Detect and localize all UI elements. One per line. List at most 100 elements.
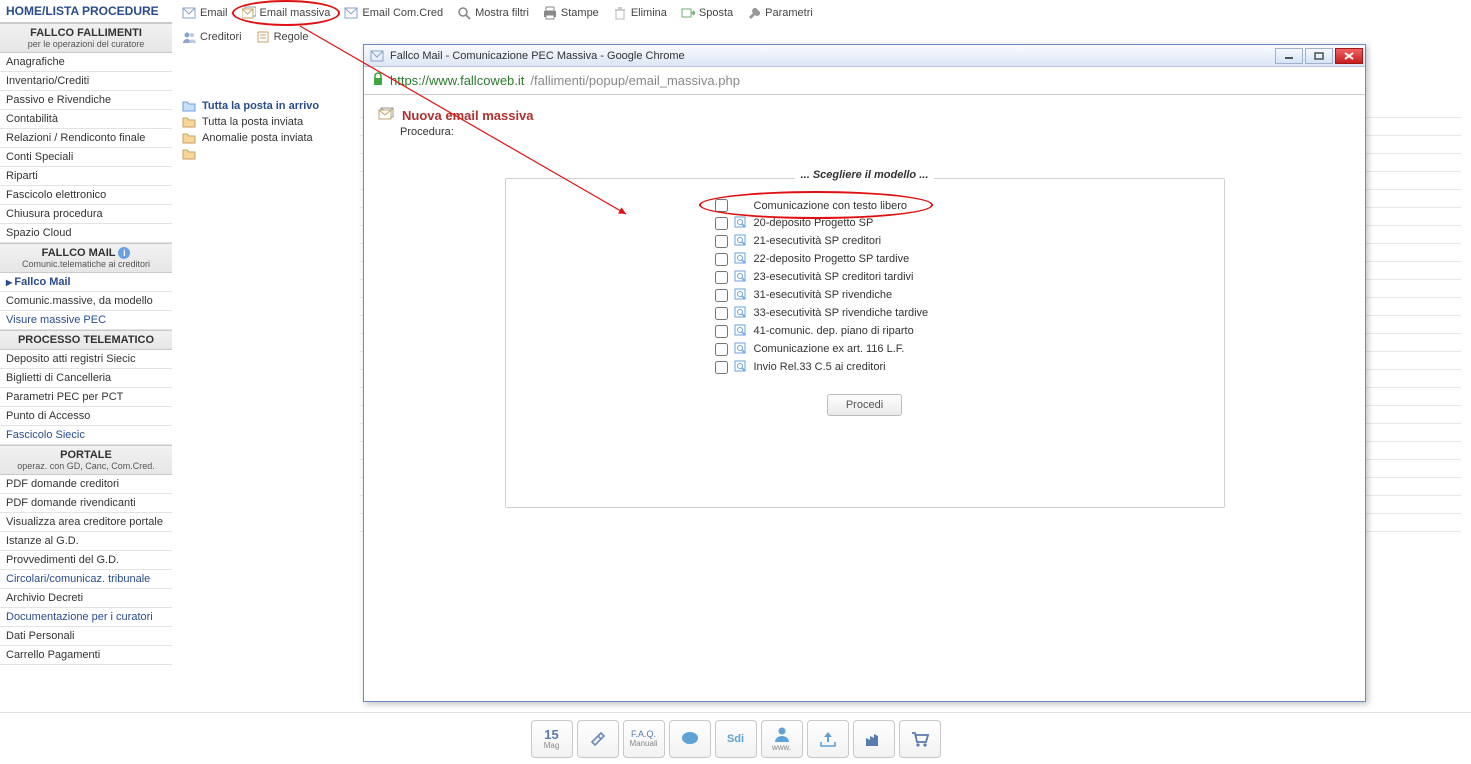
- model-checkbox[interactable]: [715, 343, 728, 356]
- toolbar-label: Email: [200, 7, 228, 19]
- toolbar-elimina[interactable]: Elimina: [613, 6, 667, 20]
- calendar-day: 15: [544, 728, 558, 741]
- model-checkbox[interactable]: [715, 361, 728, 374]
- sidebar-item[interactable]: Fallco Mail: [0, 273, 172, 292]
- toolbar-email[interactable]: Email: [182, 6, 228, 20]
- sidebar-item[interactable]: Comunic.massive, da modello: [0, 292, 172, 311]
- close-button[interactable]: [1335, 48, 1363, 64]
- left-sidebar: HOME/LISTA PROCEDURE FALLCO FALLIMENTIpe…: [0, 0, 172, 700]
- folder-item[interactable]: Tutta la posta inviata: [178, 114, 354, 130]
- toolbar-email-massiva[interactable]: Email massiva: [242, 6, 331, 20]
- search-icon: [457, 6, 471, 20]
- model-checkbox[interactable]: [715, 271, 728, 284]
- sidebar-item[interactable]: Parametri PEC per PCT: [0, 388, 172, 407]
- sidebar-item[interactable]: Fascicolo elettronico: [0, 186, 172, 205]
- cart-button[interactable]: [899, 720, 941, 758]
- preview-icon[interactable]: [734, 216, 748, 230]
- home-link[interactable]: HOME/LISTA PROCEDURE: [0, 0, 172, 23]
- sidebar-item[interactable]: Circolari/comunicaz. tribunale: [0, 570, 172, 589]
- preview-icon[interactable]: [734, 270, 748, 284]
- sidebar-item[interactable]: Provvedimenti del G.D.: [0, 551, 172, 570]
- model-item[interactable]: 20-deposito Progetto SP: [715, 214, 1015, 232]
- sidebar-item[interactable]: Riparti: [0, 167, 172, 186]
- model-item[interactable]: 21-esecutività SP creditori: [715, 232, 1015, 250]
- sidebar-item[interactable]: Punto di Accesso: [0, 407, 172, 426]
- model-checkbox[interactable]: [715, 307, 728, 320]
- sidebar-item[interactable]: Contabilità: [0, 110, 172, 129]
- sidebar-item[interactable]: Anagrafiche: [0, 53, 172, 72]
- sidebar-item[interactable]: Passivo e Rivendiche: [0, 91, 172, 110]
- preview-icon[interactable]: [734, 324, 748, 338]
- sidebar-item[interactable]: Conti Speciali: [0, 148, 172, 167]
- folder-label: Anomalie posta inviata: [202, 132, 313, 144]
- folder-item[interactable]: Anomalie posta inviata: [178, 130, 354, 146]
- mail-icon: [344, 6, 358, 20]
- folder-item[interactable]: [178, 146, 354, 162]
- sidebar-item[interactable]: Visure massive PEC: [0, 311, 172, 330]
- preview-icon[interactable]: [734, 342, 748, 356]
- sidebar-item[interactable]: Archivio Decreti: [0, 589, 172, 608]
- toolbar-regole[interactable]: Regole: [256, 30, 309, 44]
- lock-icon: [372, 72, 384, 89]
- popup-titlebar[interactable]: Fallco Mail - Comunicazione PEC Massiva …: [364, 45, 1365, 67]
- proceed-button[interactable]: Procedi: [827, 394, 902, 416]
- gavel-button[interactable]: [577, 720, 619, 758]
- address-bar[interactable]: https://www.fallcoweb.it/fallimenti/popu…: [364, 67, 1365, 95]
- model-checkbox[interactable]: [715, 289, 728, 302]
- toolbar-parametri[interactable]: Parametri: [747, 6, 813, 20]
- model-checkbox[interactable]: [715, 199, 728, 212]
- sidebar-item[interactable]: Chiusura procedura: [0, 205, 172, 224]
- sidebar-item[interactable]: Deposito atti registri Siecic: [0, 350, 172, 369]
- model-checkbox[interactable]: [715, 217, 728, 230]
- model-item[interactable]: 31-esecutività SP rivendiche: [715, 286, 1015, 304]
- model-checkbox[interactable]: [715, 325, 728, 338]
- sdi-button[interactable]: Sdi: [715, 720, 757, 758]
- minimize-button[interactable]: [1275, 48, 1303, 64]
- model-item[interactable]: 33-esecutività SP rivendiche tardive: [715, 304, 1015, 322]
- sidebar-item[interactable]: Fascicolo Siecic: [0, 426, 172, 445]
- printer-icon: [543, 6, 557, 20]
- sidebar-item[interactable]: PDF domande creditori: [0, 475, 172, 494]
- sidebar-item[interactable]: Inventario/Crediti: [0, 72, 172, 91]
- preview-icon[interactable]: [734, 360, 748, 374]
- info-icon[interactable]: i: [118, 247, 130, 259]
- preview-icon[interactable]: [734, 288, 748, 302]
- faq-button[interactable]: F.A.Q. Manuali: [623, 720, 665, 758]
- preview-icon[interactable]: [734, 234, 748, 248]
- upload-button[interactable]: [807, 720, 849, 758]
- sidebar-section-header: PROCESSO TELEMATICO: [0, 330, 172, 350]
- sidebar-item[interactable]: PDF domande rivendicanti: [0, 494, 172, 513]
- model-selection-box: ... Scegliere il modello ... Comunicazio…: [505, 178, 1225, 508]
- model-checkbox[interactable]: [715, 235, 728, 248]
- factory-button[interactable]: [853, 720, 895, 758]
- model-item[interactable]: Comunicazione con testo libero: [715, 197, 1015, 214]
- toolbar-stampe[interactable]: Stampe: [543, 6, 599, 20]
- sidebar-item[interactable]: Dati Personali: [0, 627, 172, 646]
- mail-folder-list: Tutta la posta in arrivoTutta la posta i…: [178, 98, 354, 162]
- sidebar-item[interactable]: Documentazione per i curatori: [0, 608, 172, 627]
- sidebar-item[interactable]: Carrello Pagamenti: [0, 646, 172, 665]
- sidebar-item[interactable]: Visualizza area creditore portale: [0, 513, 172, 532]
- section-title: FALLCO FALLIMENTI: [2, 27, 170, 39]
- preview-icon[interactable]: [734, 252, 748, 266]
- preview-icon[interactable]: [734, 306, 748, 320]
- sidebar-item[interactable]: Relazioni / Rendiconto finale: [0, 129, 172, 148]
- toolbar-sposta[interactable]: Sposta: [681, 6, 733, 20]
- chat-button[interactable]: [669, 720, 711, 758]
- model-checkbox[interactable]: [715, 253, 728, 266]
- model-item[interactable]: Comunicazione ex art. 116 L.F.: [715, 340, 1015, 358]
- user-button[interactable]: www.: [761, 720, 803, 758]
- model-item[interactable]: 41-comunic. dep. piano di riparto: [715, 322, 1015, 340]
- toolbar-creditori[interactable]: Creditori: [182, 30, 242, 44]
- toolbar-email-com-cred[interactable]: Email Com.Cred: [344, 6, 443, 20]
- calendar-button[interactable]: 15 Mag: [531, 720, 573, 758]
- sidebar-item[interactable]: Istanze al G.D.: [0, 532, 172, 551]
- sidebar-item[interactable]: Biglietti di Cancelleria: [0, 369, 172, 388]
- folder-item[interactable]: Tutta la posta in arrivo: [178, 98, 354, 114]
- model-item[interactable]: Invio Rel.33 C.5 ai creditori: [715, 358, 1015, 376]
- toolbar-mostra-filtri[interactable]: Mostra filtri: [457, 6, 529, 20]
- model-item[interactable]: 22-deposito Progetto SP tardive: [715, 250, 1015, 268]
- maximize-button[interactable]: [1305, 48, 1333, 64]
- model-item[interactable]: 23-esecutività SP creditori tardivi: [715, 268, 1015, 286]
- sidebar-item[interactable]: Spazio Cloud: [0, 224, 172, 243]
